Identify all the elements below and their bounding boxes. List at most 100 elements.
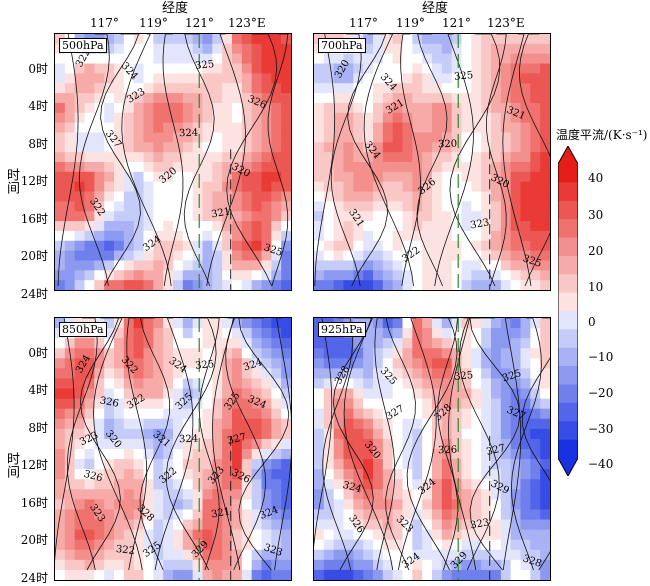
heatmap-cell bbox=[481, 171, 492, 183]
heatmap-cell bbox=[143, 43, 154, 55]
heatmap-cell bbox=[530, 201, 541, 212]
heatmap-cell bbox=[314, 63, 325, 74]
heatmap-cell bbox=[343, 83, 354, 94]
heatmap-cell bbox=[422, 408, 433, 420]
heatmap-cell bbox=[182, 191, 194, 202]
heatmap-cell bbox=[382, 191, 394, 202]
heatmap-cell bbox=[500, 142, 512, 153]
heatmap-cell bbox=[114, 509, 125, 521]
heatmap-cell bbox=[64, 378, 76, 390]
heatmap-cell bbox=[114, 221, 125, 232]
heatmap-cell bbox=[461, 408, 472, 420]
heatmap-cell bbox=[491, 529, 502, 541]
heatmap-cell bbox=[192, 418, 204, 430]
heatmap-cell bbox=[173, 132, 184, 143]
heatmap-cell bbox=[432, 519, 443, 531]
heatmap-cell bbox=[451, 122, 463, 134]
heatmap-cell bbox=[114, 549, 125, 561]
heatmap-cell bbox=[363, 559, 374, 571]
heatmap-cell bbox=[163, 358, 174, 369]
heatmap-cell bbox=[363, 102, 374, 114]
heatmap-cell bbox=[402, 181, 413, 193]
heatmap-cell bbox=[530, 438, 541, 450]
heatmap-cell bbox=[323, 260, 335, 271]
heatmap-cell bbox=[402, 408, 413, 420]
heatmap-cell bbox=[94, 171, 105, 183]
heatmap-cell bbox=[133, 270, 145, 281]
heatmap-cell bbox=[241, 509, 253, 521]
panel-label-700hpa: 700hPa bbox=[318, 38, 366, 53]
heatmap-cell bbox=[491, 142, 502, 153]
heatmap-cell bbox=[212, 539, 223, 551]
heatmap-cell bbox=[412, 438, 423, 450]
heatmap-cell bbox=[222, 162, 233, 173]
heatmap-cell bbox=[133, 328, 145, 339]
heatmap-cell bbox=[412, 459, 423, 470]
heatmap-cell bbox=[163, 328, 174, 339]
heatmap-cell bbox=[182, 162, 194, 173]
heatmap-cell bbox=[432, 328, 443, 339]
heatmap-cell bbox=[461, 221, 472, 232]
heatmap-cell bbox=[343, 348, 354, 359]
heatmap-cell bbox=[451, 398, 463, 410]
heatmap-cell bbox=[232, 378, 243, 390]
heatmap-cell bbox=[153, 270, 164, 281]
heatmap-cell bbox=[353, 201, 364, 212]
heatmap-cell bbox=[471, 221, 482, 232]
heatmap-cell bbox=[323, 221, 335, 232]
heatmap-cell bbox=[173, 280, 184, 290]
heatmap-cell bbox=[153, 559, 164, 571]
heatmap-cell bbox=[251, 201, 263, 212]
heatmap-cell bbox=[402, 63, 413, 74]
heatmap-cell bbox=[281, 499, 291, 511]
heatmap-cell bbox=[520, 378, 531, 390]
heatmap-cell bbox=[343, 449, 354, 460]
contour-line bbox=[162, 34, 184, 287]
heatmap-cell bbox=[163, 479, 174, 490]
heatmap-cell bbox=[104, 328, 115, 339]
heatmap-cell bbox=[412, 162, 423, 173]
heatmap-cell bbox=[84, 408, 95, 420]
heatmap-cell bbox=[143, 539, 154, 551]
heatmap-cell bbox=[114, 338, 125, 349]
heatmap-cell bbox=[451, 211, 463, 222]
heatmap-cell bbox=[182, 93, 194, 104]
heatmap-cell bbox=[314, 93, 325, 104]
heatmap-cell bbox=[212, 438, 223, 450]
heatmap-cell bbox=[281, 53, 291, 65]
heatmap-cell bbox=[64, 368, 76, 380]
heatmap-cell bbox=[441, 509, 453, 521]
heatmap-cell bbox=[510, 519, 522, 531]
heatmap-cell bbox=[202, 43, 213, 55]
heatmap-cell bbox=[192, 318, 204, 329]
heatmap-cell bbox=[314, 270, 325, 281]
heatmap-cell bbox=[281, 83, 291, 94]
heatmap-cell bbox=[392, 93, 404, 104]
heatmap-cell bbox=[55, 378, 66, 390]
heatmap-cell bbox=[64, 221, 76, 232]
heatmap-cell bbox=[261, 122, 272, 134]
heatmap-cell bbox=[471, 102, 482, 114]
heatmap-cell bbox=[422, 449, 433, 460]
heatmap-cell bbox=[55, 230, 66, 242]
heatmap-cell bbox=[471, 338, 482, 349]
heatmap-cell bbox=[392, 211, 404, 222]
heatmap-cell bbox=[432, 338, 443, 349]
heatmap-cell bbox=[251, 171, 263, 183]
heatmap-cell bbox=[461, 102, 472, 114]
heatmap-cell bbox=[232, 529, 243, 541]
heatmap-cell bbox=[261, 93, 272, 104]
heatmap-cell bbox=[540, 63, 550, 74]
heatmap-cell bbox=[192, 529, 204, 541]
heatmap-cell bbox=[84, 519, 95, 531]
heatmap-cell bbox=[323, 489, 335, 500]
heatmap-cell bbox=[402, 142, 413, 153]
heatmap-cell bbox=[323, 418, 335, 430]
heatmap-cell bbox=[461, 509, 472, 521]
heatmap-cell bbox=[84, 122, 95, 134]
heatmap-cell bbox=[314, 529, 325, 541]
heatmap-cell bbox=[192, 338, 204, 349]
heatmap-cell bbox=[412, 368, 423, 380]
heatmap-cell bbox=[182, 459, 194, 470]
heatmap-cell bbox=[432, 499, 443, 511]
